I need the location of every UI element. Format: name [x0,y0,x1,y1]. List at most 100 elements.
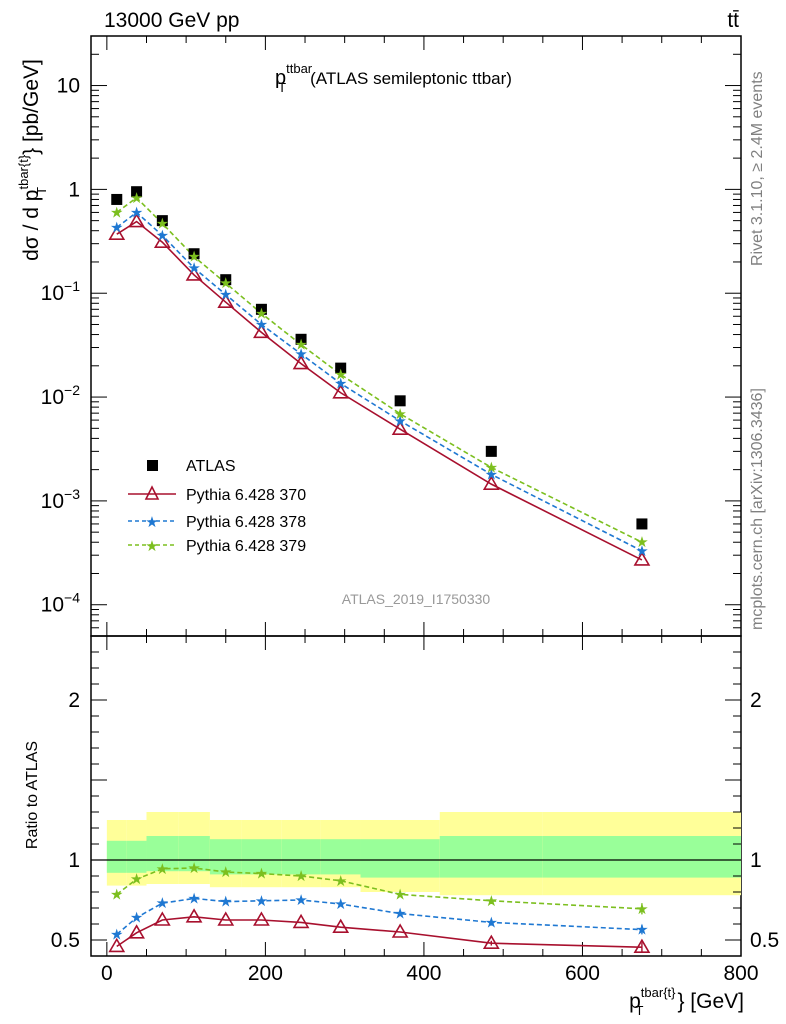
y-tick-label-base: 10 [57,75,80,98]
x-tick-label: 0 [101,962,113,985]
y-tick-label-exponent: −3 [64,486,80,502]
data-point-atlas [156,215,168,227]
ratio-band-inner [542,836,741,878]
ratio-band-inner [146,836,179,872]
data-point-pythia-6.428-379: ★ [110,204,123,221]
top-panel: 10110−110−210−310−4★★★★★★★★★★★★★★★★★★★★★… [41,35,742,637]
y-tick-label: 1 [68,178,80,201]
ratio-panel: 0 200 400 600 800 0.5 0.5 1 1 2 2 ★ ★ ★ ★ ★ ★ ★ ★ ★ ★ ★ ★ ★ ★ ★ ★ ★… [51,635,779,985]
ratio-point-pythia-6.428-378: ★ [635,922,648,939]
y-tick-label: 10−2 [41,382,81,409]
data-point-pythia-6.428-379: ★ [635,534,648,551]
xlabel-post: } [GeV] [677,990,744,1013]
data-point-pythia-6.428-378: ★ [219,287,232,304]
y-tick-label-exponent: −4 [64,590,80,606]
x-tick-label: 200 [248,962,283,985]
x-tick-label: 400 [406,962,441,985]
ratio-point-pythia-6.428-378: ★ [219,894,232,911]
ratio-point-pythia-6.428-378: ★ [294,892,307,909]
data-point-pythia-6.428-379: ★ [130,190,143,207]
data-point-atlas [636,518,648,530]
ratio-point-pythia-6.428-379: ★ [187,860,200,877]
data-point-pythia-6.428-378: ★ [294,346,307,363]
data-point-pythia-6.428-370 [128,212,145,228]
data-point-pythia-6.428-379: ★ [187,249,200,266]
data-point-pythia-6.428-379: ★ [294,337,307,354]
ratio-point-pythia-6.428-370 [153,911,171,926]
ratio-point-pythia-6.428-370 [391,923,409,938]
data-point-pythia-6.428-370 [391,420,409,436]
data-point-pythia-6.428-370 [482,475,500,490]
ratio-line-pythia-6.428-379 [116,867,642,910]
ratio-point-pythia-6.428-370 [292,913,310,929]
y-tick-label: 10−3 [41,486,81,513]
legend-marker-p370 [144,485,160,500]
ratio-point-pythia-6.428-370 [633,938,651,953]
data-point-pythia-6.428-370 [633,551,651,566]
plot-title-main: p [275,67,286,89]
data-point-pythia-6.428-379: ★ [156,215,169,232]
data-point-atlas [255,303,267,315]
ratio-band-inner [178,836,210,872]
plot-title-sub: T [278,80,286,95]
data-point-pythia-6.428-378: ★ [187,260,200,277]
legend-marker-p379: ★ [145,538,158,555]
ratio-point-pythia-6.428-370 [128,924,145,939]
data-point-pythia-6.428-379: ★ [255,305,268,322]
ratio-point-pythia-6.428-378: ★ [485,914,498,931]
ratio-y-tick-label-right: 0.5 [750,929,779,952]
data-point-pythia-6.428-370 [185,266,203,281]
ratio-band-inner [209,839,242,875]
ratio-y-tick-label: 0.5 [51,929,80,952]
ratio-y-tick-label-right: 1 [750,849,762,872]
ratio-point-pythia-6.428-370 [108,937,126,953]
legend-marker-atlas [147,460,158,471]
ratio-band-inner [241,839,282,875]
ratio-point-pythia-6.428-370 [332,918,350,933]
mcplots-label: mcplots.cern.ch [arXiv:1306.3436] [749,388,766,630]
y-tick-label-base: 10 [41,490,64,513]
ratio-point-pythia-6.428-378: ★ [110,926,123,943]
data-point-atlas [335,362,347,374]
ratio-point-pythia-6.428-378: ★ [334,896,347,913]
data-point-pythia-6.428-378: ★ [485,466,498,483]
plot-title: pttbar T (ATLAS semileptonic ttbar) [275,61,512,95]
ratio-y-tick-label: 1 [68,849,80,872]
legend-marker-p378: ★ [145,514,158,531]
xlabel-sup: tbar{t} [641,985,676,1000]
data-point-pythia-6.428-378: ★ [334,376,347,393]
ratio-point-pythia-6.428-379: ★ [255,866,268,883]
y-tick-label: 10 [57,75,80,98]
x-tick-label: 800 [723,962,758,985]
xlabel-sub: T [636,1003,644,1018]
ratio-point-pythia-6.428-370 [217,911,235,926]
data-point-pythia-6.428-370 [292,355,310,370]
ratio-point-pythia-6.428-379: ★ [219,864,232,881]
ratio-point-pythia-6.428-379: ★ [156,861,169,878]
ratio-point-pythia-6.428-378: ★ [255,893,268,910]
data-point-atlas [220,274,232,286]
data-point-atlas [394,395,406,407]
ratio-point-pythia-6.428-370 [482,934,500,949]
ratio-point-pythia-6.428-378: ★ [393,906,406,923]
data-point-atlas [485,445,497,457]
ratio-band-inner [106,840,127,873]
plot-title-rest: (ATLAS semileptonic ttbar) [310,69,512,88]
top-ylabel-sup: tbar{t} [16,154,31,189]
legend-label-p379: Pythia 6.428 379 [186,538,306,555]
y-tick-label-exponent: −2 [64,382,80,398]
ratio-band-inner [281,839,321,875]
ratio-point-pythia-6.428-379: ★ [485,893,498,910]
data-point-pythia-6.428-378: ★ [156,227,169,244]
legend-label-atlas: ATLAS [186,458,236,475]
ratio-point-pythia-6.428-370 [185,908,203,923]
data-point-pythia-6.428-370 [217,293,235,308]
top-ylabel-sub: T [34,187,49,195]
ratio-point-pythia-6.428-379: ★ [635,901,648,918]
ratio-band-inner [320,839,361,875]
y-tick-label: 10−1 [41,278,81,305]
ratio-line-pythia-6.428-370 [116,915,642,948]
ratio-point-pythia-6.428-379: ★ [393,886,406,903]
data-point-atlas [188,248,200,260]
